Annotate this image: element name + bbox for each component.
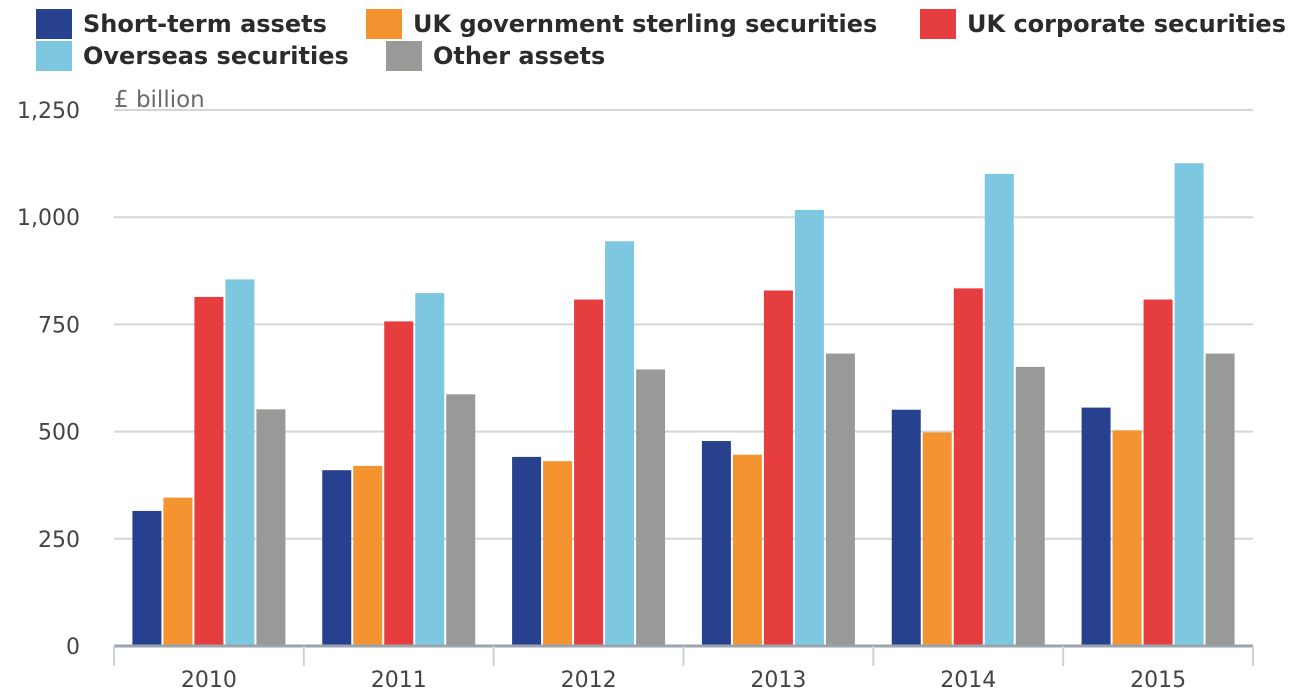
bar-uk-corporate-securities-2010 (194, 296, 224, 646)
y-tick-label: 500 (38, 421, 80, 446)
x-tick-label: 2014 (940, 668, 996, 693)
gridlines (114, 109, 1253, 540)
legend-swatch-uk-government-sterling-securities (366, 9, 402, 39)
legend-label-other-assets: Other assets (433, 42, 606, 70)
x-tick-label: 2013 (750, 668, 806, 693)
x-tick-label: 2015 (1130, 668, 1186, 693)
bar-other-assets-2014 (1015, 366, 1045, 646)
bar-uk-corporate-securities-2013 (763, 290, 793, 646)
bar-uk-government-sterling-securities-2013 (732, 454, 762, 646)
y-axis: 0 250 500 750 1,000 1,250 (17, 99, 80, 660)
legend-label-short-term-assets: Short-term assets (83, 10, 327, 38)
bar-uk-corporate-securities-2012 (574, 299, 604, 646)
bar-overseas-securities-2010 (225, 279, 255, 646)
bar-other-assets-2011 (446, 394, 476, 646)
bar-uk-corporate-securities-2014 (953, 288, 983, 646)
bar-other-assets-2015 (1205, 353, 1235, 646)
bar-short-term-assets-2015 (1081, 407, 1111, 646)
bar-uk-government-sterling-securities-2011 (353, 465, 383, 646)
y-tick-label: 1,000 (17, 206, 80, 231)
legend: Short-term assets UK government sterling… (0, 0, 1302, 80)
legend-item-short-term-assets: Short-term assets (36, 8, 327, 40)
y-axis-unit-label: £ billion (114, 87, 205, 113)
legend-label-overseas-securities: Overseas securities (83, 42, 349, 70)
legend-swatch-short-term-assets (36, 9, 72, 39)
y-tick-label: 250 (38, 528, 80, 553)
bars (132, 163, 1235, 646)
y-tick-label: 0 (66, 635, 80, 660)
x-tick-label: 2011 (371, 668, 427, 693)
bar-overseas-securities-2015 (1174, 163, 1204, 646)
legend-swatch-other-assets (386, 41, 422, 71)
legend-label-uk-corporate-securities: UK corporate securities (967, 10, 1286, 38)
x-axis: 2010 2011 2012 2013 2014 2015 (113, 644, 1254, 693)
bar-uk-corporate-securities-2015 (1143, 299, 1173, 646)
bar-other-assets-2010 (256, 409, 286, 646)
y-tick-label: 750 (38, 313, 80, 338)
bar-overseas-securities-2011 (415, 293, 445, 646)
x-tick-label: 2010 (181, 668, 237, 693)
bar-uk-government-sterling-securities-2014 (922, 432, 952, 646)
bar-uk-government-sterling-securities-2015 (1112, 430, 1142, 646)
bar-uk-corporate-securities-2011 (384, 321, 414, 646)
bar-other-assets-2012 (636, 369, 666, 646)
x-tick-label: 2012 (561, 668, 617, 693)
bar-short-term-assets-2011 (322, 470, 352, 646)
legend-swatch-uk-corporate-securities (920, 9, 956, 39)
legend-item-other-assets: Other assets (386, 40, 605, 72)
bar-short-term-assets-2013 (701, 441, 731, 646)
bar-uk-government-sterling-securities-2012 (543, 461, 573, 646)
legend-item-uk-corporate-securities: UK corporate securities (920, 8, 1286, 40)
bar-overseas-securities-2014 (984, 173, 1014, 646)
bar-overseas-securities-2012 (605, 241, 635, 646)
bar-other-assets-2013 (825, 353, 855, 646)
legend-swatch-overseas-securities (36, 41, 72, 71)
bar-uk-government-sterling-securities-2010 (163, 497, 193, 646)
legend-item-overseas-securities: Overseas securities (36, 40, 349, 72)
legend-label-uk-government-sterling-securities: UK government sterling securities (413, 10, 878, 38)
bar-short-term-assets-2010 (132, 510, 162, 646)
y-tick-label: 1,250 (17, 99, 80, 124)
bar-short-term-assets-2012 (512, 456, 542, 646)
bar-overseas-securities-2013 (794, 209, 824, 646)
legend-item-uk-government-sterling-securities: UK government sterling securities (366, 8, 877, 40)
bar-short-term-assets-2014 (891, 409, 921, 646)
